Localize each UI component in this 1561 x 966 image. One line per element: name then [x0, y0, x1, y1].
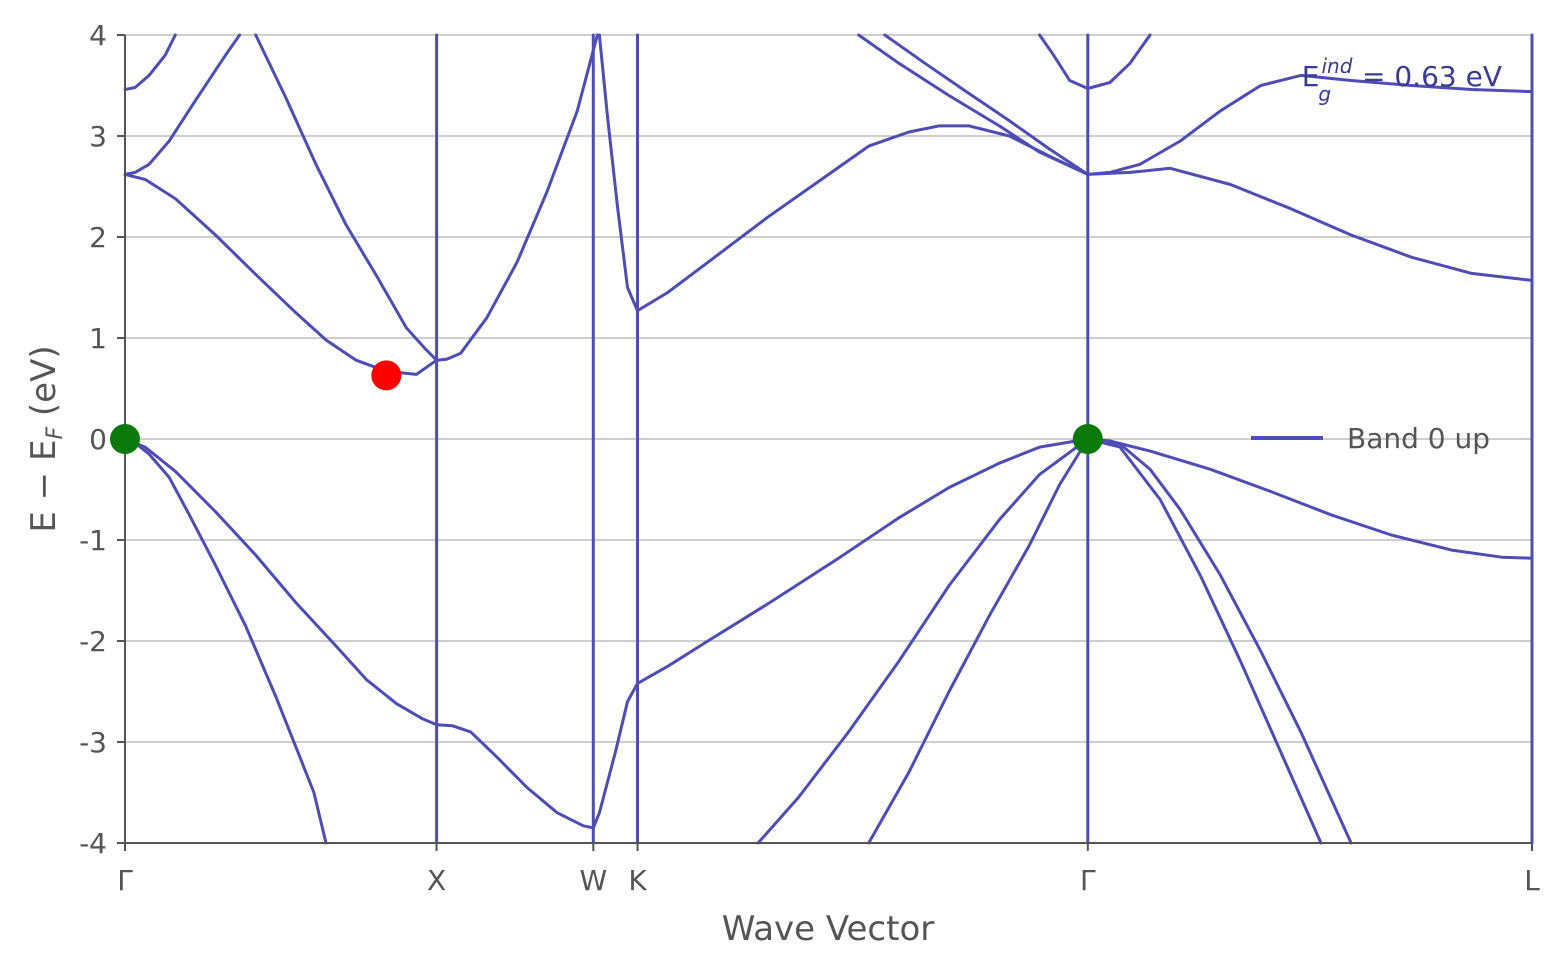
y-tick-label: 2 [89, 221, 107, 254]
y-axis-title-unit: (eV) [24, 345, 64, 427]
band-line-4 [123, 172, 439, 376]
x-axis-title: Wave Vector [722, 909, 934, 949]
band-line-9 [857, 33, 1534, 282]
y-axis-title-sub: F [43, 427, 68, 440]
x-tick-label: L [1524, 864, 1540, 897]
y-tick-label: 1 [89, 322, 107, 355]
legend: Band 0 up [1251, 422, 1490, 455]
y-tick-label: -3 [79, 726, 107, 759]
x-tick-label: W [579, 864, 607, 897]
band-gap-value: = 0.63 eV [1353, 60, 1502, 93]
band-line-7 [254, 33, 599, 362]
y-tick-label: 0 [89, 423, 107, 456]
band-gap-superscript: ind [1321, 54, 1352, 78]
band-lines [123, 33, 1534, 845]
band-line-0 [123, 437, 328, 845]
vbm-marker-1 [1072, 424, 1103, 454]
legend-label-band-0-up: Band 0 up [1347, 422, 1490, 455]
y-axis-title: E − EF (eV) [24, 345, 68, 532]
cbm-marker-2 [371, 360, 402, 391]
band-gap-subscript: g [1318, 82, 1331, 106]
vbm-marker-0 [110, 424, 140, 454]
extrema-markers [110, 360, 1103, 454]
band-line-6 [123, 33, 242, 176]
band-line-8 [597, 33, 1534, 313]
band-gap-symbol: E [1302, 60, 1320, 93]
y-axis-title-main: E − E [24, 440, 64, 533]
y-tick-label: -1 [79, 524, 107, 557]
x-tick-label: Γ [117, 864, 133, 897]
y-tick-label: -4 [79, 827, 107, 860]
band-line-1 [123, 437, 1534, 830]
band-line-11 [1038, 33, 1152, 90]
y-tick-label: -2 [79, 625, 107, 658]
x-tick-label: X [427, 864, 446, 897]
band-line-5 [123, 33, 177, 91]
y-ticks: 4 3 2 1 0 -1 -2 -3 -4 [79, 19, 125, 860]
y-tick-label: 3 [89, 120, 107, 153]
grid-lines [125, 34, 1532, 743]
band-line-10 [883, 33, 1090, 176]
y-tick-label: 4 [89, 19, 107, 52]
x-tick-label: K [628, 864, 647, 897]
x-tick-label: Γ [1080, 864, 1096, 897]
